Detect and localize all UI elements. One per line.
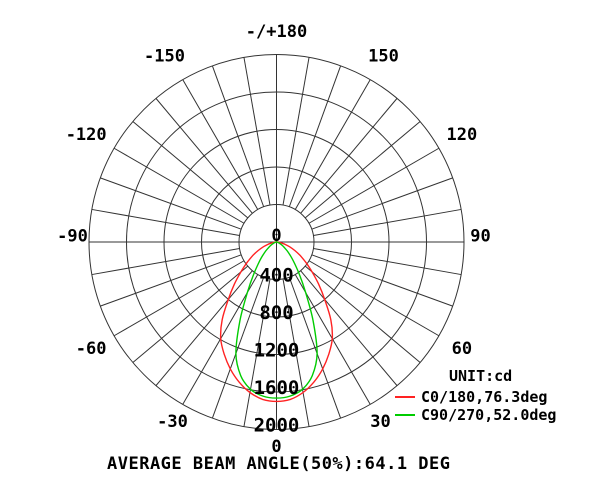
radial-tick-label-center-0: 0 (271, 226, 281, 246)
spoke-line-240 (113, 147, 245, 224)
spoke-line-300 (113, 260, 245, 337)
radial-tick-label-2000: 2000 (254, 415, 300, 437)
angle-label--+180: -/+180 (246, 22, 307, 42)
spoke-line-200 (211, 65, 265, 207)
spoke-line-350 (243, 278, 271, 427)
legend-line-red-icon (395, 396, 415, 398)
average-beam-angle-label: AVERAGE BEAM ANGLE(50%):64.1 DEG (107, 454, 451, 474)
angle-label-90: 90 (470, 227, 490, 247)
spoke-line-260 (91, 208, 240, 236)
legend-label-c0-180: C0/180,76.3deg (421, 388, 548, 406)
spoke-line-20 (288, 277, 342, 419)
spoke-line-280 (91, 248, 240, 276)
spoke-line-310 (132, 265, 249, 363)
spoke-line-50 (304, 265, 421, 363)
angle-label--150: -150 (144, 47, 185, 67)
legend-item-c90-270: C90/270,52.0deg (395, 406, 556, 424)
spoke-line-70 (311, 254, 453, 307)
spoke-line-40 (300, 270, 398, 386)
unit-label: UNIT:cd (449, 367, 513, 385)
spoke-line-230 (132, 121, 249, 219)
spoke-line-140 (300, 98, 398, 214)
spoke-line-340 (211, 277, 265, 419)
angle-label-120: 120 (446, 125, 477, 145)
spoke-line-100 (313, 208, 462, 236)
angle-label--60: -60 (76, 339, 107, 359)
legend-line-green-icon (395, 414, 415, 416)
curve-C0-180 (219, 241, 334, 403)
angle-label--90: -90 (57, 227, 88, 247)
spoke-line-320 (155, 270, 253, 386)
spoke-line-130 (304, 121, 421, 219)
angle-label--30: -30 (157, 412, 188, 432)
spoke-line-250 (100, 177, 242, 230)
legend-label-c90-270: C90/270,52.0deg (421, 406, 557, 424)
radial-tick-label-400: 400 (259, 265, 293, 287)
angle-label-60: 60 (452, 339, 472, 359)
spoke-line-220 (155, 98, 253, 214)
radial-tick-label-800: 800 (259, 302, 293, 324)
legend-item-c0-180: C0/180,76.3deg (395, 388, 547, 406)
spoke-line-120 (308, 147, 440, 224)
curve-C90-270 (235, 241, 318, 399)
spoke-line-10 (282, 278, 310, 427)
spoke-line-80 (313, 248, 462, 276)
spoke-line-110 (311, 177, 453, 230)
spoke-line-190 (243, 57, 271, 206)
spoke-line-60 (308, 260, 440, 337)
spoke-line-160 (288, 65, 342, 207)
spoke-line-170 (282, 57, 310, 206)
angle-label-30: 30 (370, 412, 390, 432)
spoke-line-290 (100, 254, 242, 307)
radial-tick-label-1600: 1600 (254, 377, 300, 399)
angle-label-0: 0 (271, 437, 281, 457)
spoke-line-210 (182, 79, 259, 210)
angle-label-150: 150 (368, 47, 399, 67)
spoke-line-150 (294, 79, 371, 210)
radial-tick-label-1200: 1200 (254, 340, 300, 362)
angle-label--120: -120 (66, 125, 107, 145)
